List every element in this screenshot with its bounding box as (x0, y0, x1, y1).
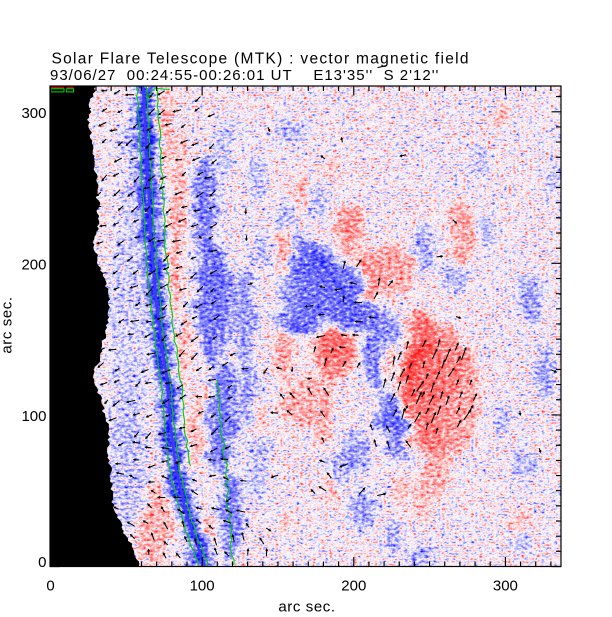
svg-text:300: 300 (493, 578, 518, 595)
svg-text:200: 200 (341, 578, 366, 595)
svg-text:0: 0 (46, 578, 54, 595)
svg-text:100: 100 (21, 408, 46, 425)
svg-text:100: 100 (190, 578, 215, 595)
svg-text:93/06/27 00:24:55-00:26:01 UT: 93/06/27 00:24:55-00:26:01 UT E13'35'' S… (50, 67, 439, 84)
svg-text:arc sec.: arc sec. (0, 296, 16, 353)
svg-text:0: 0 (38, 554, 46, 571)
svg-text:300: 300 (21, 105, 46, 122)
svg-text:200: 200 (21, 257, 46, 274)
svg-text:arc sec.: arc sec. (278, 599, 335, 616)
svg-text:Solar Flare Telescope (MTK) :: Solar Flare Telescope (MTK) : vector mag… (52, 51, 470, 68)
